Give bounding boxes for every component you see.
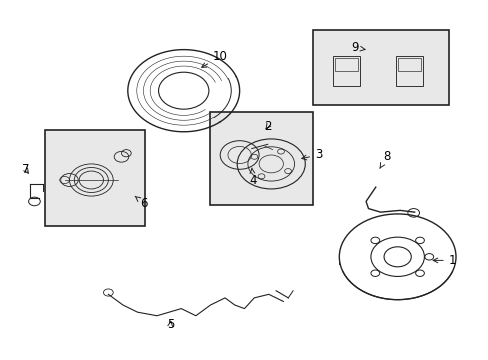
Bar — [45, 130, 144, 226]
Text: 2: 2 — [264, 120, 271, 133]
Text: 5: 5 — [166, 318, 174, 331]
Bar — [312, 30, 448, 105]
Bar — [332, 57, 359, 86]
Bar — [334, 58, 357, 71]
Text: 10: 10 — [201, 50, 227, 67]
Text: 4: 4 — [249, 168, 256, 186]
Text: 8: 8 — [379, 150, 389, 168]
Text: 9: 9 — [351, 41, 365, 54]
Bar — [396, 57, 422, 86]
Text: 6: 6 — [135, 196, 147, 210]
Text: 7: 7 — [22, 163, 29, 176]
Bar — [398, 58, 420, 71]
Text: 3: 3 — [301, 148, 322, 162]
Bar — [210, 112, 312, 205]
Text: 1: 1 — [432, 254, 455, 267]
